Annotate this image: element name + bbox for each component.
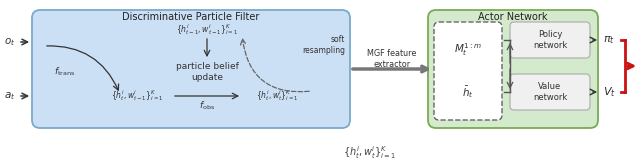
Text: $\{h^i_{t-1}, w^i_{t-1}\}^K_{i=1}$: $\{h^i_{t-1}, w^i_{t-1}\}^K_{i=1}$ bbox=[176, 23, 238, 37]
Text: Policy
network: Policy network bbox=[533, 30, 567, 50]
FancyBboxPatch shape bbox=[510, 74, 590, 110]
Text: $\pi_t$: $\pi_t$ bbox=[603, 34, 615, 46]
Text: $\{h^i_t, w^i_t\}^K_{i=1}$: $\{h^i_t, w^i_t\}^K_{i=1}$ bbox=[343, 145, 397, 161]
Text: $a_t$: $a_t$ bbox=[4, 90, 15, 102]
Text: Discriminative Particle Filter: Discriminative Particle Filter bbox=[122, 12, 260, 22]
FancyBboxPatch shape bbox=[510, 22, 590, 58]
FancyBboxPatch shape bbox=[428, 10, 598, 128]
Text: $V_t$: $V_t$ bbox=[603, 85, 616, 99]
Text: $\bar{h}_t$: $\bar{h}_t$ bbox=[462, 84, 474, 100]
Text: $f_\mathrm{trans}$: $f_\mathrm{trans}$ bbox=[54, 66, 76, 78]
Text: Actor Network: Actor Network bbox=[478, 12, 548, 22]
Text: Value
network: Value network bbox=[533, 82, 567, 102]
Text: $o_t$: $o_t$ bbox=[4, 36, 15, 48]
Text: $M^{1:m}_t$: $M^{1:m}_t$ bbox=[454, 42, 482, 58]
FancyBboxPatch shape bbox=[434, 22, 502, 120]
Text: $f_\mathrm{obs}$: $f_\mathrm{obs}$ bbox=[199, 100, 215, 112]
Text: $\{h^i_t, w^i_{t-1}\}^K_{i=1}$: $\{h^i_t, w^i_{t-1}\}^K_{i=1}$ bbox=[111, 89, 163, 103]
Text: particle belief
update: particle belief update bbox=[175, 62, 239, 82]
Text: $\{h^i_t, w^i_t\}^K_{i=1}$: $\{h^i_t, w^i_t\}^K_{i=1}$ bbox=[256, 89, 298, 103]
FancyBboxPatch shape bbox=[32, 10, 350, 128]
Text: soft
resampling: soft resampling bbox=[302, 35, 345, 55]
Text: MGF feature
extractor: MGF feature extractor bbox=[367, 49, 417, 69]
